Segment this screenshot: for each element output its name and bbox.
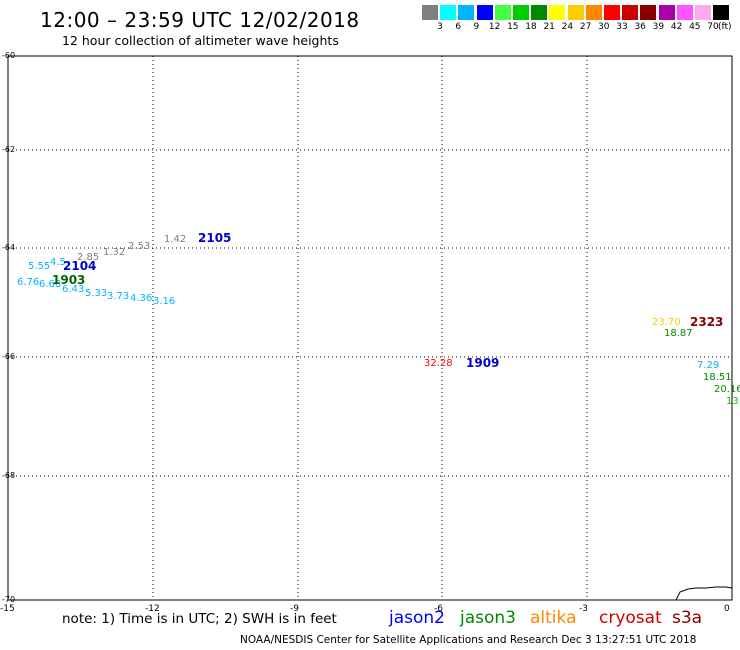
longitude-label: 0 bbox=[724, 604, 730, 614]
colorbar-unit: (ft) bbox=[718, 22, 732, 32]
longitude-label: -6 bbox=[434, 604, 443, 614]
colorbar-tick-label: 42 bbox=[670, 22, 683, 32]
colorbar-swatch bbox=[640, 5, 657, 20]
latitude-label: -64 bbox=[2, 243, 16, 252]
colorbar-tick-label: 9 bbox=[473, 22, 480, 32]
legend-cryosat: cryosat bbox=[599, 608, 662, 628]
colorbar-swatch bbox=[440, 5, 457, 20]
footnote: note: 1) Time is in UTC; 2) SWH is in fe… bbox=[62, 611, 337, 627]
pass-time-label: 2323 bbox=[690, 315, 724, 329]
latitude-label: -62 bbox=[2, 145, 16, 154]
colorbar-swatch bbox=[676, 5, 693, 20]
colorbar-swatch bbox=[549, 5, 566, 20]
colorbar-tick-label: 36 bbox=[634, 22, 646, 32]
pass-time-label: 1909 bbox=[466, 356, 500, 370]
colorbar-swatch bbox=[713, 5, 730, 20]
wave-height-label: 20.16 bbox=[714, 384, 740, 395]
pass-time-label: 1903 bbox=[52, 273, 86, 287]
legend-jason2: jason2 bbox=[389, 608, 445, 628]
wave-height-label: 5.55 bbox=[28, 261, 51, 272]
colorbar-tick-label: 24 bbox=[561, 22, 574, 32]
latitude-label: -70 bbox=[2, 595, 16, 604]
colorbar-tick-label: 33 bbox=[616, 22, 628, 32]
latitude-label: -60 bbox=[2, 51, 16, 60]
longitude-label: -12 bbox=[145, 604, 160, 614]
legend-jason3: jason3 bbox=[460, 608, 516, 628]
colorbar-swatch bbox=[458, 5, 475, 20]
wave-height-label: 32.28 bbox=[424, 358, 453, 369]
colorbar-tick-label: 21 bbox=[543, 22, 555, 32]
colorbar-swatch bbox=[513, 5, 529, 20]
wave-height-label: 3.16 bbox=[153, 296, 176, 307]
colorbar-tick-label: 12 bbox=[488, 22, 501, 32]
colorbar-swatch bbox=[622, 5, 639, 20]
wave-height-label: 6.68 bbox=[39, 279, 62, 290]
credit-line: NOAA/NESDIS Center for Satellite Applica… bbox=[240, 634, 697, 646]
colorbar-tick-label: 70 bbox=[707, 22, 719, 32]
wave-height-label: 4.36 bbox=[130, 293, 153, 304]
colorbar-tick-label: 39 bbox=[652, 22, 665, 32]
longitude-label: -9 bbox=[290, 604, 299, 614]
map-title: 12:00 – 23:59 UTC 12/02/2018 bbox=[40, 8, 360, 32]
wave-height-label: 18.87 bbox=[664, 328, 693, 339]
colorbar-swatch bbox=[585, 5, 602, 20]
latitude-label: -66 bbox=[2, 352, 16, 361]
wave-height-label: 5.33 bbox=[85, 288, 108, 299]
colorbar-swatch bbox=[476, 5, 493, 20]
wave-height-label: 7.29 bbox=[697, 360, 720, 371]
colorbar-tick-label: 30 bbox=[598, 22, 610, 32]
wave-height-label: 4.5 bbox=[50, 257, 66, 268]
wave-height-label: 23.70 bbox=[652, 317, 681, 328]
wave-height-label: 6.43 bbox=[62, 284, 85, 295]
colorbar-tick-label: 15 bbox=[507, 22, 519, 32]
longitude-label: -3 bbox=[579, 604, 588, 614]
latitude-label: -68 bbox=[2, 471, 16, 480]
longitude-label: -15 bbox=[0, 604, 15, 614]
colorbar-swatch bbox=[422, 5, 438, 20]
wave-height-label: 1.32 bbox=[103, 247, 126, 258]
wave-height-label: 2.85 bbox=[77, 252, 100, 263]
colorbar-tick-label: 6 bbox=[455, 22, 462, 32]
colorbar-swatch bbox=[604, 5, 620, 20]
wave-height-label: 18.51 bbox=[703, 372, 732, 383]
colorbar-swatch bbox=[567, 5, 584, 20]
pass-time-label: 2104 bbox=[63, 259, 97, 273]
pass-time-label: 2105 bbox=[198, 231, 232, 245]
colorbar-tick-label: 45 bbox=[689, 22, 701, 32]
colorbar-tick-label: 18 bbox=[525, 22, 537, 32]
colorbar-swatch bbox=[531, 5, 548, 20]
map-subtitle: 12 hour collection of altimeter wave hei… bbox=[62, 33, 339, 48]
colorbar-swatch bbox=[494, 5, 511, 20]
legend-s3a: s3a bbox=[672, 608, 703, 628]
colorbar-tick-label: 3 bbox=[437, 22, 443, 32]
wave-height-label: 1.42 bbox=[164, 234, 187, 245]
wave-height-label: 6.76 bbox=[17, 277, 40, 288]
wave-height-label: 3.73 bbox=[107, 291, 130, 302]
colorbar-swatch bbox=[658, 5, 675, 20]
wave-height-label: 2.53 bbox=[128, 241, 151, 252]
colorbar-swatch bbox=[695, 5, 711, 20]
wave-height-label: 13 bbox=[726, 396, 739, 407]
legend-altika: altika bbox=[530, 608, 577, 628]
antarctic-coastline bbox=[675, 586, 733, 601]
map-border bbox=[7, 55, 733, 601]
colorbar-tick-label: 27 bbox=[579, 22, 592, 32]
